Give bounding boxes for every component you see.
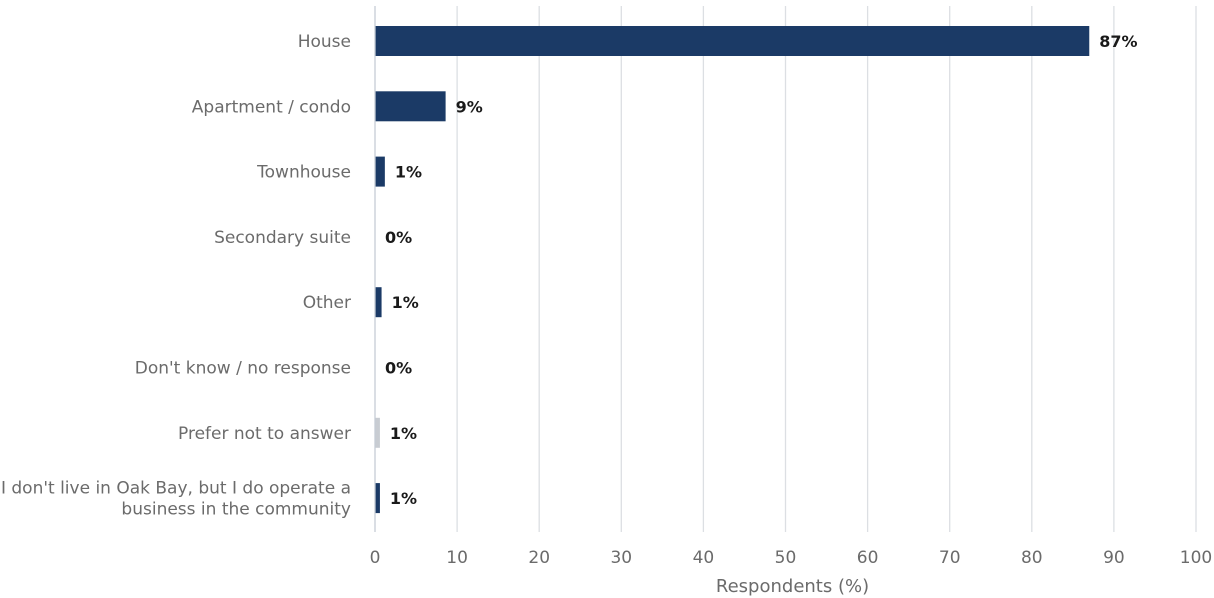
category-label: Secondary suite: [214, 228, 351, 248]
x-tick-label: 0: [370, 548, 381, 568]
bar: [375, 26, 1090, 56]
bar: [375, 287, 382, 318]
bar: [375, 483, 380, 514]
gridlines: [456, 6, 1197, 532]
x-tick-label: 80: [1021, 548, 1043, 568]
category-label: Prefer not to answer: [178, 424, 351, 444]
x-tick-label: 60: [857, 548, 879, 568]
data-label: 9%: [456, 97, 483, 116]
data-label: 1%: [392, 293, 419, 312]
x-axis-title: Respondents (%): [716, 576, 869, 597]
data-label: 0%: [385, 228, 412, 247]
category-label: Townhouse: [256, 163, 351, 183]
bar: [375, 156, 385, 187]
data-label: 1%: [390, 489, 417, 508]
category-label: House: [298, 32, 351, 52]
x-tick-label: 40: [693, 548, 715, 568]
x-tick-label: 20: [528, 548, 550, 568]
data-label: 0%: [385, 359, 412, 378]
category-labels: House Apartment / condo Townhouse Secondary…: [1, 32, 351, 520]
data-labels: 87% 9% 1% 0% 1% 0% 1% 1%: [385, 32, 1138, 508]
bar: [375, 417, 380, 448]
category-label: I don't live in Oak Bay, but I do operat…: [1, 479, 351, 499]
x-tick-label: 70: [939, 548, 961, 568]
bar: [375, 91, 446, 122]
data-label: 87%: [1099, 32, 1137, 51]
x-tick-label: 10: [446, 548, 468, 568]
data-label: 1%: [390, 424, 417, 443]
x-tick-label: 100: [1180, 548, 1212, 568]
x-tick-label: 50: [775, 548, 797, 568]
category-label: business in the community: [121, 500, 351, 520]
bars: [375, 26, 1090, 514]
category-label: Apartment / condo: [192, 97, 351, 117]
data-label: 1%: [395, 163, 422, 182]
category-label: Don't know / no response: [135, 359, 351, 379]
x-tick-label: 90: [1103, 548, 1125, 568]
x-tick-label: 30: [610, 548, 632, 568]
x-tick-labels: 0 10 20 30 40 50 60 70 80 90 100: [370, 548, 1213, 568]
category-label: Other: [303, 293, 351, 313]
